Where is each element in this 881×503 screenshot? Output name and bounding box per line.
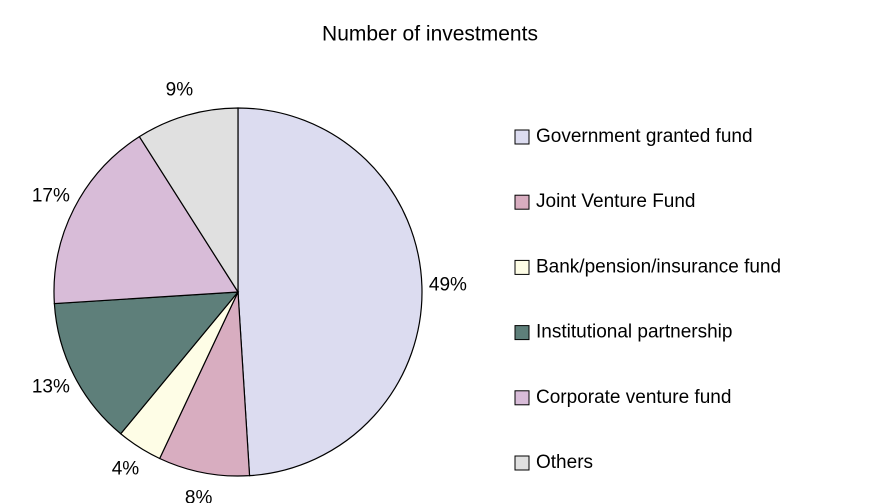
chart-title: Number of investments — [322, 23, 538, 46]
legend-label: Others — [536, 452, 593, 473]
data-label: 9% — [166, 79, 194, 100]
legend-swatch — [514, 325, 530, 341]
legend-label: Joint Venture Fund — [536, 191, 696, 212]
legend-swatch — [514, 194, 530, 210]
data-label: 4% — [112, 458, 140, 479]
pie-slice — [53, 291, 240, 435]
legend-label: Government granted fund — [536, 126, 753, 147]
pie-slice — [158, 291, 251, 477]
data-label: 8% — [185, 487, 213, 503]
legend-swatch — [514, 259, 530, 275]
pie-slice — [237, 107, 423, 477]
legend-label: Corporate venture fund — [536, 387, 731, 408]
legend-swatch — [514, 129, 530, 145]
pie-slice — [53, 135, 240, 305]
data-label: 13% — [32, 376, 70, 397]
data-label: 49% — [429, 274, 467, 295]
pie-slice — [138, 107, 239, 295]
legend-label: Institutional partnership — [536, 322, 732, 343]
legend-swatch — [514, 455, 530, 471]
legend-swatch — [514, 390, 530, 406]
data-label: 17% — [32, 186, 70, 207]
legend-label: Bank/pension/insurance fund — [536, 256, 781, 277]
